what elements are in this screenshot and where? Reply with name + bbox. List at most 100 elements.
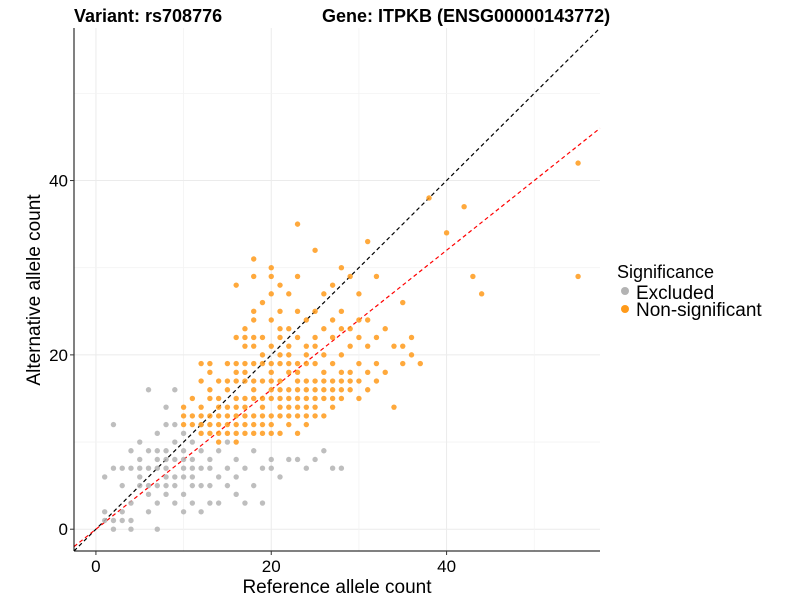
point-non-significant [286, 395, 292, 402]
point-non-significant [224, 421, 231, 428]
point-non-significant [198, 421, 204, 428]
x-tick-label: 20 [262, 557, 281, 576]
grid-lines [74, 28, 600, 551]
point-non-significant [215, 430, 222, 437]
point-non-significant [312, 308, 318, 314]
point-non-significant [251, 308, 257, 314]
axes [73, 28, 600, 552]
point-non-significant [242, 421, 248, 428]
point-non-significant [277, 308, 283, 314]
point-excluded [303, 465, 310, 471]
point-excluded [128, 448, 134, 454]
point-non-significant [329, 387, 336, 393]
point-excluded [233, 491, 239, 498]
point-non-significant [189, 395, 196, 402]
point-non-significant [286, 360, 292, 367]
point-non-significant [294, 430, 301, 437]
point-non-significant [356, 395, 362, 402]
point-non-significant [294, 369, 301, 376]
point-non-significant [470, 273, 476, 280]
point-non-significant [207, 360, 213, 367]
point-non-significant [277, 378, 283, 384]
point-excluded [286, 456, 292, 463]
point-excluded [207, 500, 213, 506]
point-non-significant [294, 221, 301, 227]
point-non-significant [259, 430, 266, 437]
point-non-significant [251, 387, 257, 393]
point-non-significant [268, 387, 274, 393]
point-excluded [268, 465, 274, 471]
point-non-significant [382, 326, 388, 332]
point-non-significant [382, 369, 388, 376]
point-non-significant [259, 404, 266, 410]
point-excluded [224, 482, 231, 489]
point-excluded [172, 439, 178, 445]
point-excluded [163, 465, 169, 471]
point-non-significant [338, 369, 345, 376]
point-excluded [163, 482, 169, 489]
point-non-significant [251, 334, 257, 341]
point-non-significant [268, 413, 274, 419]
point-non-significant [259, 334, 266, 341]
point-non-significant [408, 334, 415, 341]
point-non-significant [233, 404, 239, 410]
point-non-significant [347, 326, 353, 332]
point-non-significant [303, 360, 310, 367]
point-excluded [268, 456, 274, 463]
point-non-significant [347, 387, 353, 393]
point-excluded [180, 474, 187, 480]
point-non-significant [242, 326, 248, 332]
point-non-significant [329, 317, 336, 323]
point-non-significant [303, 378, 310, 384]
point-excluded [312, 456, 318, 463]
point-non-significant [373, 273, 380, 280]
point-non-significant [224, 413, 231, 419]
point-excluded [101, 509, 108, 515]
point-non-significant [373, 334, 380, 341]
point-excluded [137, 439, 143, 445]
point-non-significant [321, 352, 327, 358]
point-non-significant [286, 413, 292, 419]
point-non-significant [356, 360, 362, 367]
point-excluded [101, 517, 108, 524]
point-excluded [145, 482, 152, 489]
point-excluded [154, 465, 160, 471]
point-excluded [198, 509, 204, 515]
point-non-significant [207, 430, 213, 437]
point-excluded [110, 526, 117, 532]
legend: Significance Excluded Non-significant [617, 262, 762, 321]
point-excluded [294, 456, 301, 463]
point-non-significant [277, 360, 283, 367]
point-non-significant [338, 378, 345, 384]
point-excluded [207, 465, 213, 471]
point-excluded [215, 500, 222, 506]
point-non-significant [251, 395, 257, 402]
point-excluded [128, 526, 134, 532]
point-non-significant [207, 395, 213, 402]
point-non-significant [338, 387, 345, 393]
y-tick-label: 0 [59, 520, 68, 539]
point-non-significant [215, 413, 222, 419]
point-excluded [172, 474, 178, 480]
point-non-significant [294, 360, 301, 367]
tick-marks: 0 20 40 0 20 40 [49, 172, 456, 576]
point-excluded [329, 465, 336, 471]
point-non-significant [215, 439, 222, 445]
point-non-significant [233, 430, 239, 437]
point-non-significant [198, 413, 204, 419]
point-excluded [180, 448, 187, 454]
point-non-significant [242, 413, 248, 419]
point-excluded [189, 439, 196, 445]
point-excluded [119, 517, 125, 524]
point-non-significant [224, 404, 231, 410]
point-non-significant [259, 360, 266, 367]
point-non-significant [443, 230, 450, 236]
point-non-significant [329, 334, 336, 341]
point-excluded [207, 482, 213, 489]
point-non-significant [268, 265, 274, 271]
reference-lines [73, 27, 601, 552]
point-non-significant [233, 282, 239, 288]
legend-swatch-non-significant [621, 305, 629, 313]
